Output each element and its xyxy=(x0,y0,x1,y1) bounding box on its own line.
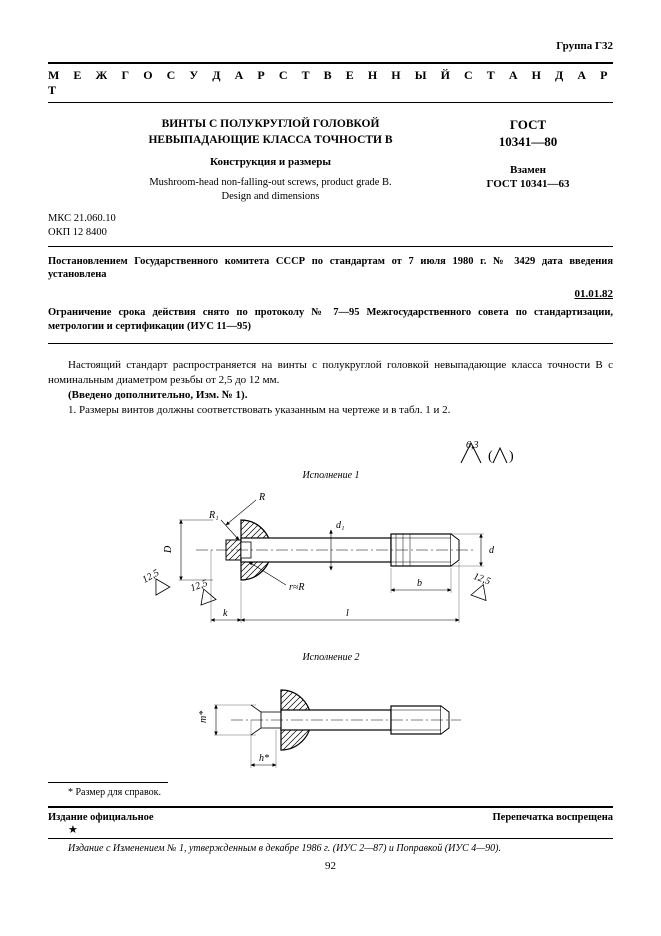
divider-1 xyxy=(48,246,613,247)
body-text: Настоящий стандарт распространяется на в… xyxy=(48,358,613,417)
ra-3: 12,5 xyxy=(471,571,491,587)
dim-m: m* xyxy=(198,710,209,722)
divider-2 xyxy=(48,343,613,344)
variant2-label: Исполнение 2 xyxy=(301,652,359,663)
dim-b: b xyxy=(417,578,422,589)
dim-R: R xyxy=(258,492,265,503)
title-line2: НЕВЫПАДАЮЩИЕ КЛАССА ТОЧНОСТИ В xyxy=(88,133,453,149)
footer-left: Издание официальное xyxy=(48,812,154,823)
decree-text: Постановлением Государственного комитета… xyxy=(48,255,613,282)
title-eng2: Design and dimensions xyxy=(88,190,453,204)
dim-d: d xyxy=(489,545,495,556)
dim-h: h* xyxy=(259,753,269,764)
page-number: 92 xyxy=(48,860,613,872)
okp-code: ОКП 12 8400 xyxy=(48,226,613,240)
variant1-label: Исполнение 1 xyxy=(301,470,359,481)
dim-R1: R₁ xyxy=(208,510,219,521)
gost-label: ГОСТ xyxy=(453,117,603,134)
codes-block: МКС 21.060.10 ОКП 12 8400 xyxy=(48,212,613,239)
footer-star: ★ xyxy=(68,823,613,836)
standard-header: М Е Ж Г О С У Д А Р С Т В Е Н Н Ы Й С Т … xyxy=(48,62,613,103)
footer-rule-thin xyxy=(48,838,613,839)
title-eng1: Mushroom-head non-falling-out screws, pr… xyxy=(88,176,453,190)
title-subtitle: Конструкция и размеры xyxy=(88,156,453,168)
body-p3: 1. Размеры винтов должны соответствовать… xyxy=(48,403,613,418)
dim-l: l xyxy=(346,608,349,619)
title-line1: ВИНТЫ С ПОЛУКРУГЛОЙ ГОЛОВКОЙ xyxy=(88,117,453,133)
body-p1: Настоящий стандарт распространяется на в… xyxy=(48,358,613,388)
dim-D: D xyxy=(163,545,174,554)
effective-date: 01.01.82 xyxy=(48,288,613,300)
footnote-rule xyxy=(48,782,168,783)
gost-number: 10341—80 xyxy=(453,134,603,151)
footer-note: Издание с Изменением № 1, утвержденным в… xyxy=(68,843,613,854)
title-block: ВИНТЫ С ПОЛУКРУГЛОЙ ГОЛОВКОЙ НЕВЫПАДАЮЩИ… xyxy=(48,117,613,204)
screw-diagram: 6,3 ( ) Исполнение 1 R R₁ xyxy=(121,430,541,770)
dim-d1: d₁ xyxy=(336,520,344,531)
ra-1: 12,5 xyxy=(140,567,161,585)
dim-k: k xyxy=(223,608,228,619)
body-p2: (Введено дополнительно, Изм. № 1). xyxy=(48,388,613,403)
group-label: Группа Г32 xyxy=(48,40,613,52)
footer-line: Издание официальное Перепечатка воспреще… xyxy=(48,812,613,823)
limitation-text: Ограничение срока действия снято по прот… xyxy=(48,306,613,333)
svg-text:(: ( xyxy=(488,449,493,464)
footer-rule-thick xyxy=(48,806,613,808)
replace-number: ГОСТ 10341—63 xyxy=(453,177,603,191)
footer-right: Перепечатка воспрещена xyxy=(493,812,613,823)
replace-label: Взамен xyxy=(453,163,603,177)
footnote-text: * Размер для справок. xyxy=(68,787,613,798)
dim-r: r≈R xyxy=(289,582,305,593)
svg-text:): ) xyxy=(509,449,514,464)
mks-code: МКС 21.060.10 xyxy=(48,212,613,226)
